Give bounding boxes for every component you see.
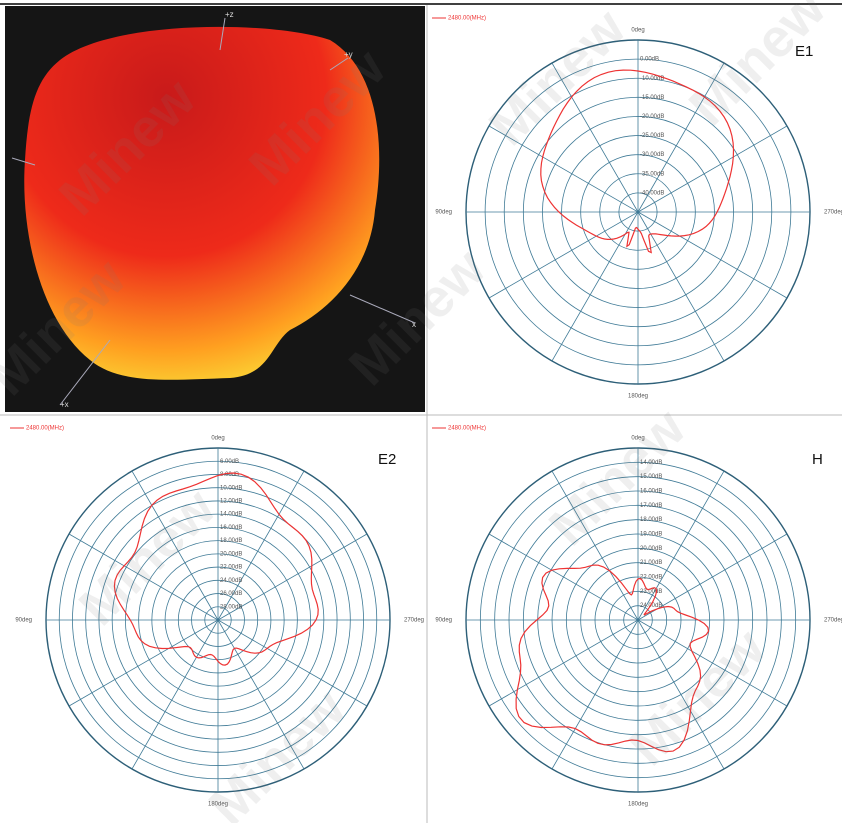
ring-label: 0.00dB [640, 57, 659, 63]
polar-spoke [217, 470, 305, 621]
angle-label: 90deg [435, 210, 452, 216]
polar-spoke [131, 619, 219, 770]
polar-spoke [637, 211, 725, 362]
ring-label: 19.00dB [640, 532, 662, 538]
watermark: Minew [538, 397, 698, 557]
polar-spoke [217, 619, 305, 770]
ring-label: -10.00dB [640, 76, 664, 82]
angle-label: 90deg [15, 618, 32, 624]
angle-label: 180deg [208, 802, 228, 808]
watermark: Minew [68, 477, 228, 637]
panel-label: H [812, 451, 823, 468]
ring-label: -20.00dB [640, 114, 664, 120]
angle-label: 0deg [631, 436, 644, 442]
ring-label: -15.00dB [640, 95, 664, 101]
ring-label: 24.00dB [640, 603, 662, 609]
angle-label: 180deg [628, 802, 648, 808]
axis-label: +x [60, 400, 69, 409]
ring-label: 26.00dB [220, 591, 242, 597]
polar-spoke [551, 62, 639, 213]
ring-label: 18.00dB [640, 517, 662, 523]
ring-label: 21.00dB [640, 560, 662, 566]
polar-spoke [488, 125, 639, 213]
polar-spoke [488, 619, 639, 707]
polar-spoke [131, 470, 219, 621]
angle-label: 270deg [404, 618, 424, 624]
polar-spoke [551, 470, 639, 621]
ring-label: 22.00dB [220, 565, 242, 571]
legend-label: 2480.00(MHz) [26, 426, 64, 432]
ring-label: -35.00dB [640, 171, 664, 177]
ring-label: -25.00dB [640, 133, 664, 139]
angle-label: 0deg [631, 28, 644, 34]
angle-label: 0deg [211, 436, 224, 442]
axis-label: +y [344, 50, 353, 59]
legend-label: 2480.00(MHz) [448, 16, 486, 22]
legend-label: 2480.00(MHz) [448, 426, 486, 432]
ring-label: 15.00dB [640, 474, 662, 480]
ring-label: -30.00dB [640, 152, 664, 158]
polar-spoke [637, 533, 788, 621]
ring-label: 23.00dB [640, 589, 662, 595]
model-axes [11, 17, 416, 406]
polar-spoke [217, 533, 368, 621]
polar-spoke [68, 619, 219, 707]
ring-label: 6.00dB [220, 459, 239, 465]
ring-label: 8.00dB [220, 472, 239, 478]
polar-spoke [551, 211, 639, 362]
angle-label: 90deg [435, 618, 452, 624]
radiation-pattern [113, 472, 319, 666]
polar-spoke [68, 533, 219, 621]
polar-spoke [637, 619, 788, 707]
ring-label: 10.00dB [220, 485, 242, 491]
ring-label: 24.00dB [220, 578, 242, 584]
polar-spoke [637, 211, 788, 299]
ring-label: 20.00dB [640, 546, 662, 552]
radiation-3d-model [24, 26, 380, 380]
watermark: Minew [478, 0, 638, 157]
ring-label: 14.00dB [640, 460, 662, 466]
polar-spoke [488, 533, 639, 621]
ring-label: 18.00dB [220, 538, 242, 544]
polar-spoke [637, 125, 788, 213]
angle-label: 180deg [628, 394, 648, 400]
polar-spoke [637, 470, 725, 621]
panel-label: E2 [378, 451, 396, 468]
ring-label: 16.00dB [640, 489, 662, 495]
ring-label: 28.00dB [220, 604, 242, 610]
ring-label: 17.00dB [640, 503, 662, 509]
polar-spoke [488, 211, 639, 299]
polar-spoke [637, 619, 725, 770]
ring-label: 14.00dB [220, 512, 242, 518]
panel-label: E1 [795, 43, 813, 60]
axis-label: x [412, 320, 416, 329]
ring-label: 20.00dB [220, 551, 242, 557]
polar-spoke [217, 619, 368, 707]
polar-spoke [551, 619, 639, 770]
ring-label: 16.00dB [220, 525, 242, 531]
ring-label: 22.00dB [640, 575, 662, 581]
radiation-pattern [515, 564, 710, 753]
ring-label: 12.00dB [220, 499, 242, 505]
axis-label: +z [225, 10, 234, 19]
polar-spoke [637, 62, 725, 213]
angle-label: 270deg [824, 618, 842, 624]
ring-label: -40.00dB [640, 190, 664, 196]
watermark: Minew [618, 617, 778, 777]
radiation-pattern [540, 69, 735, 254]
angle-label: 270deg [824, 210, 842, 216]
